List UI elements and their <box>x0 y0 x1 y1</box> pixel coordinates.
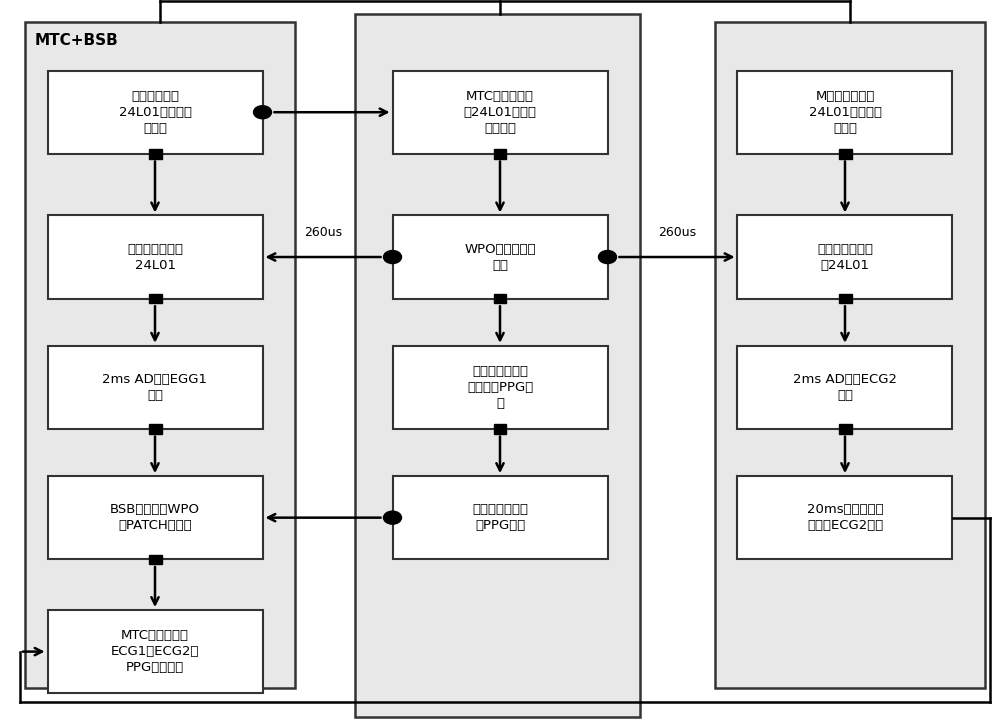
Bar <box>715 22 985 688</box>
Bar <box>25 22 295 688</box>
Bar <box>737 345 952 429</box>
Bar <box>737 71 952 154</box>
Text: 帧计数清零关闭
24L01: 帧计数清零关闭 24L01 <box>127 243 183 272</box>
Text: M蓝牙连接设置
24L01频段和物
理地址: M蓝牙连接设置 24L01频段和物 理地址 <box>808 90 882 135</box>
Bar <box>148 149 162 159</box>
Circle shape <box>384 511 402 524</box>
Bar <box>838 149 852 159</box>
Bar <box>148 555 162 564</box>
Bar <box>737 216 952 298</box>
Text: 20ms发送一帧带
帧头的ECG2数据: 20ms发送一帧带 帧头的ECG2数据 <box>807 503 883 532</box>
Text: MTC蓝牙连接设
置24L01频段和
物理地址: MTC蓝牙连接设 置24L01频段和 物理地址 <box>464 90 536 135</box>
Text: 2ms AD采集ECG2
数据: 2ms AD采集ECG2 数据 <box>793 373 897 402</box>
Bar <box>148 294 162 303</box>
Bar <box>148 424 162 434</box>
Bar <box>392 71 608 154</box>
Text: 串口发送给蓝牙
模块一帧PPG数
据: 串口发送给蓝牙 模块一帧PPG数 据 <box>467 365 533 410</box>
Bar <box>494 149 506 159</box>
Bar <box>48 476 262 560</box>
Bar <box>838 294 852 303</box>
Circle shape <box>254 106 272 119</box>
Bar <box>838 424 852 434</box>
Text: 发送一帧带帧头
的PPG数据: 发送一帧带帧头 的PPG数据 <box>472 503 528 532</box>
Bar <box>494 294 506 303</box>
Bar <box>48 610 262 694</box>
Text: WPO每秒发送同
步帧: WPO每秒发送同 步帧 <box>464 243 536 272</box>
Text: MTC将接收到的
ECG1、ECG2、
PPG解码对齐: MTC将接收到的 ECG1、ECG2、 PPG解码对齐 <box>111 629 199 674</box>
Text: MTC+BSB: MTC+BSB <box>35 33 119 48</box>
Bar <box>48 216 262 298</box>
Text: 蓝牙连接设置
24L01频段和物
理地址: 蓝牙连接设置 24L01频段和物 理地址 <box>119 90 192 135</box>
Bar <box>392 216 608 298</box>
Bar <box>48 71 262 154</box>
Bar <box>494 424 506 434</box>
Bar <box>737 476 952 560</box>
Text: BSB蓝牙接收WPO
和PATCH数据据: BSB蓝牙接收WPO 和PATCH数据据 <box>110 503 200 532</box>
Text: 帧计数清零、关
闭24L01: 帧计数清零、关 闭24L01 <box>817 243 873 272</box>
Circle shape <box>384 251 402 264</box>
Bar <box>392 345 608 429</box>
Bar <box>48 345 262 429</box>
Text: 260us: 260us <box>304 226 342 239</box>
Bar <box>355 14 640 717</box>
Circle shape <box>598 251 616 264</box>
Text: 2ms AD采集EGG1
数据: 2ms AD采集EGG1 数据 <box>103 373 208 402</box>
Text: 260us: 260us <box>658 226 696 239</box>
Bar <box>392 476 608 560</box>
